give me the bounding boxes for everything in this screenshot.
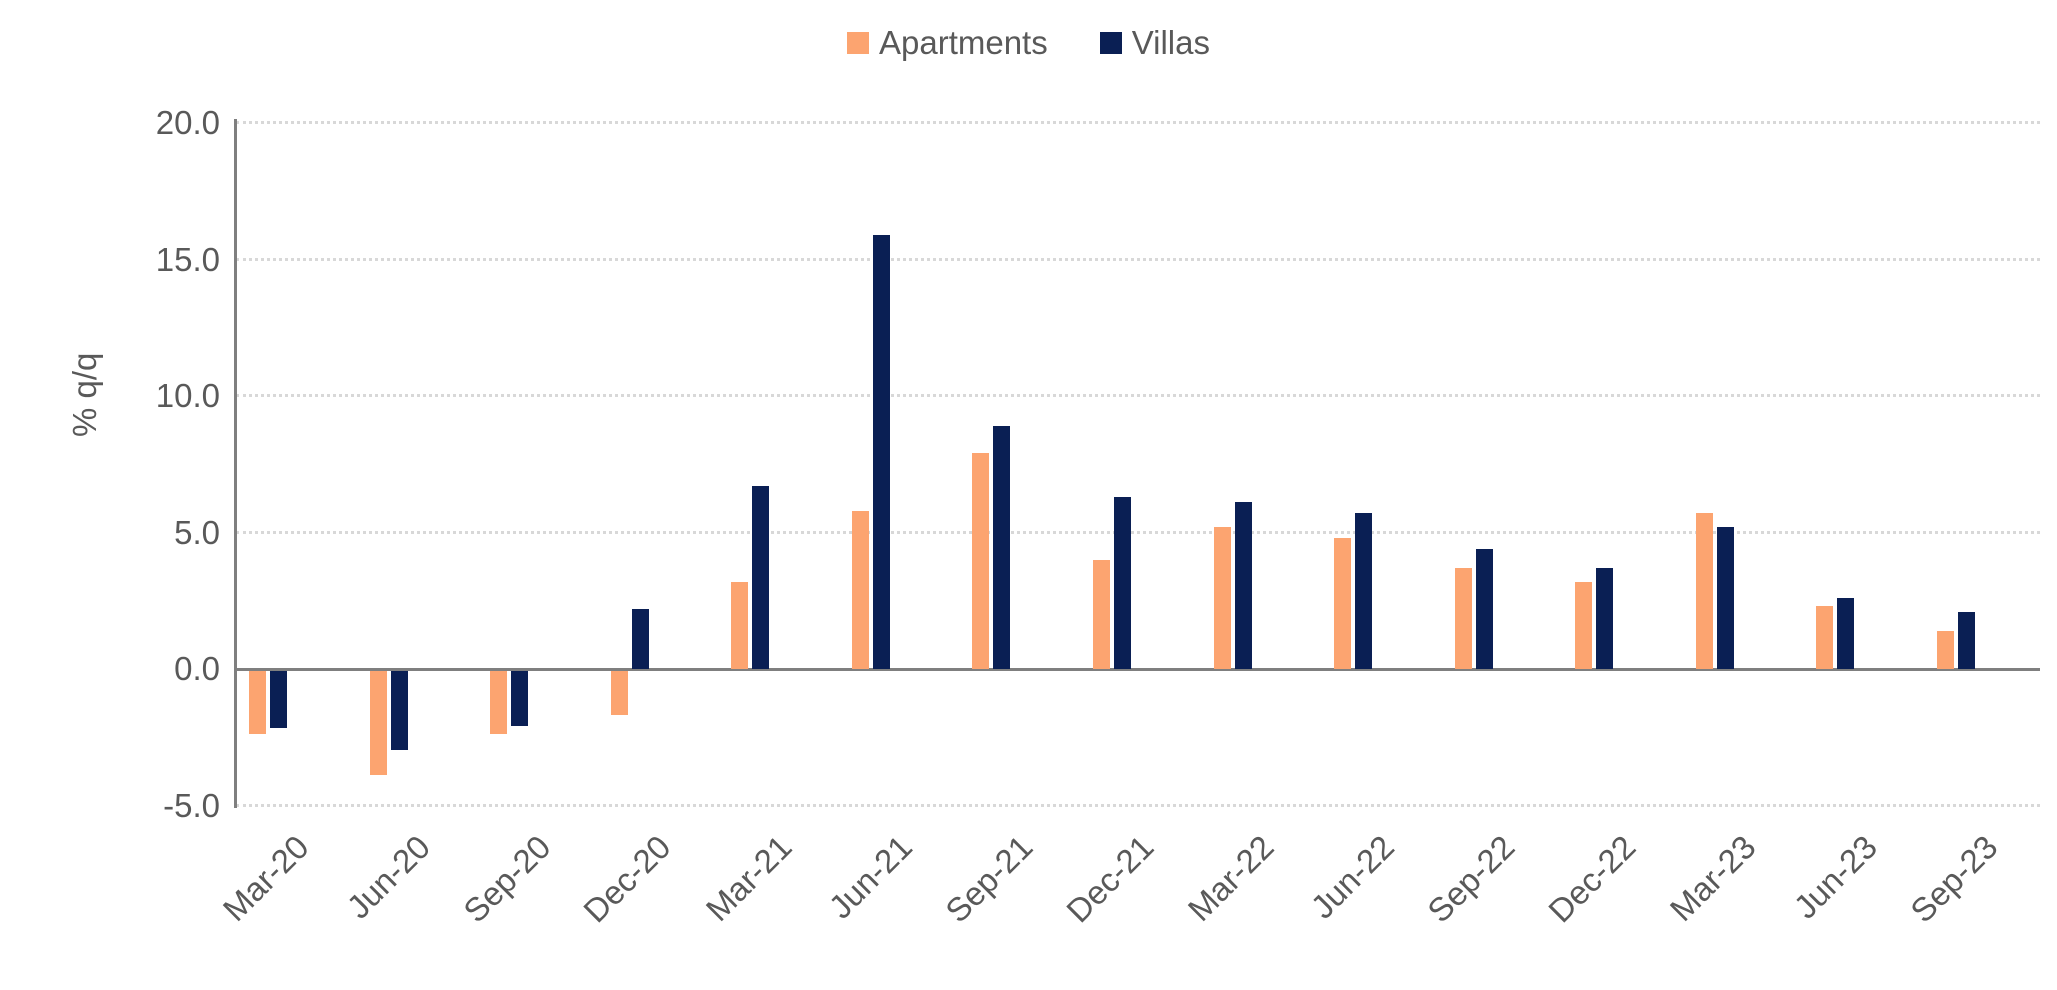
- bar-apartments-jun-20: [369, 671, 387, 775]
- y-tick-label: 15.0: [155, 240, 220, 278]
- bar-apartments-sep-20: [490, 671, 508, 734]
- x-tick-label: Sep-21: [938, 828, 1040, 930]
- y-tick-label: -5.0: [163, 786, 220, 824]
- x-tick-label: Jun-21: [821, 828, 920, 926]
- x-axis-zero-line: [236, 668, 2040, 671]
- x-tick-label: Dec-20: [576, 828, 678, 930]
- x-tick-label: Jun-22: [1303, 828, 1402, 926]
- bar-apartments-sep-21: [972, 453, 990, 669]
- y-tick-label: 20.0: [155, 104, 220, 141]
- bar-apartments-dec-21: [1092, 559, 1110, 669]
- bar-villas-jun-20: [390, 671, 408, 751]
- y-tick-label: 5.0: [174, 513, 220, 551]
- bar-apartments-mar-21: [731, 581, 749, 669]
- bar-villas-sep-23: [1957, 611, 1975, 669]
- bar-villas-dec-20: [631, 608, 649, 669]
- bar-villas-jun-21: [872, 234, 890, 669]
- bar-villas-mar-20: [270, 671, 287, 729]
- legend-label-villas: Villas: [1131, 24, 1210, 61]
- chart-legend: Apartments Villas: [0, 24, 2057, 62]
- x-tick-label: Dec-21: [1058, 828, 1161, 930]
- bar-villas-mar-21: [752, 486, 770, 669]
- x-tick-label: Jun-23: [1786, 828, 1884, 926]
- bar-apartments-dec-20: [610, 671, 628, 715]
- gridline: [236, 803, 2040, 807]
- bar-villas-sep-21: [993, 426, 1011, 669]
- x-tick-label: Mar-21: [698, 828, 799, 929]
- bar-apartments-sep-22: [1454, 567, 1472, 669]
- gridline: [236, 394, 2040, 397]
- bar-apartments-mar-23: [1695, 513, 1713, 669]
- x-tick-label: Sep-23: [1902, 828, 2005, 930]
- legend-item-villas: Villas: [1099, 24, 1210, 62]
- bar-apartments-jun-22: [1334, 537, 1352, 669]
- bar-apartments-mar-22: [1213, 527, 1231, 669]
- bar-villas-mar-23: [1716, 527, 1734, 669]
- legend-swatch-apartments: [846, 32, 869, 54]
- x-tick-label: Mar-22: [1180, 828, 1281, 929]
- x-tick-label: Sep-20: [455, 828, 558, 930]
- gridline: [236, 257, 2040, 261]
- bar-apartments-jun-23: [1816, 606, 1834, 669]
- bar-villas-dec-22: [1596, 567, 1614, 669]
- x-tick-label: Mar-20: [216, 828, 317, 929]
- x-tick-label: Sep-22: [1420, 828, 1522, 930]
- bar-villas-jun-23: [1837, 598, 1855, 669]
- x-tick-label: Jun-20: [339, 828, 437, 926]
- bar-apartments-dec-22: [1575, 581, 1593, 669]
- bar-villas-mar-22: [1234, 502, 1252, 669]
- x-tick-label: Mar-23: [1662, 828, 1764, 929]
- y-tick-label: 0.0: [174, 650, 220, 687]
- x-tick-label: Dec-22: [1541, 828, 1643, 930]
- gridline: [236, 121, 2040, 124]
- bar-apartments-mar-20: [249, 671, 266, 734]
- bar-villas-jun-22: [1355, 513, 1373, 669]
- legend-label-apartments: Apartments: [878, 24, 1048, 61]
- legend-item-apartments: Apartments: [846, 24, 1048, 62]
- gridline: [236, 530, 2040, 534]
- y-tick-label: 10.0: [155, 377, 220, 414]
- legend-swatch-villas: [1099, 32, 1122, 54]
- y-axis-line: [234, 119, 237, 808]
- bar-apartments-jun-21: [851, 510, 869, 669]
- bar-villas-sep-22: [1475, 548, 1493, 669]
- bar-villas-sep-20: [511, 671, 529, 726]
- bar-villas-dec-21: [1113, 497, 1131, 669]
- bar-apartments-sep-23: [1936, 630, 1954, 669]
